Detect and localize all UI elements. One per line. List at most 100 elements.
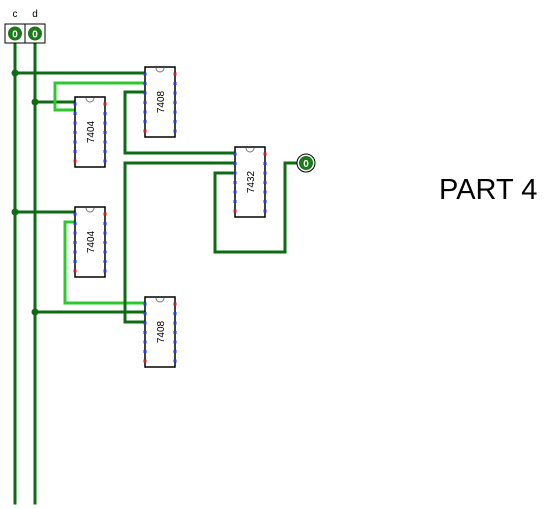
chip-pin-left	[73, 140, 77, 144]
input-pins: c d 0 0	[4, 9, 46, 44]
output-value: 0	[303, 159, 309, 170]
chip-pin-left	[73, 222, 77, 225]
wire-and-top-to-or	[123, 90, 237, 155]
input-toggle-d[interactable]: 0	[24, 23, 46, 44]
chip-pin-left	[143, 340, 147, 344]
chip-pin-right	[173, 110, 177, 114]
chip-pins	[233, 152, 267, 213]
input-toggle-c[interactable]: 0	[4, 23, 26, 44]
chip-pins	[73, 102, 107, 163]
chip-pin-right	[103, 121, 107, 125]
part-title: PART 4	[439, 174, 537, 206]
chip-pin-left	[143, 72, 147, 76]
chip-notch	[155, 297, 165, 303]
upper-branch-wires	[13, 71, 237, 155]
chip-pin-right	[173, 302, 177, 306]
chip-label: 7408	[156, 320, 167, 343]
chip-7404-top[interactable]: 7404	[73, 96, 107, 168]
chip-pin-right	[173, 312, 177, 315]
input-bus	[13, 40, 37, 505]
chip-pin-left	[143, 129, 147, 133]
chip-label: 7404	[86, 230, 97, 253]
chip-pin-right	[103, 269, 107, 273]
chip-notch	[155, 67, 165, 73]
chip-pin-right	[173, 120, 177, 123]
chip-pin-right	[263, 162, 267, 165]
chip-7432[interactable]: 7432	[233, 146, 267, 218]
chip-pins	[143, 302, 177, 363]
chip-pin-left	[73, 241, 77, 244]
chip-pin-left	[73, 121, 77, 125]
chip-pin-left	[143, 321, 147, 325]
wire-not-top-to-and-top	[53, 81, 147, 112]
chip-pin-left	[73, 231, 77, 235]
chip-pin-right	[103, 131, 107, 134]
chip-pins	[143, 72, 177, 133]
input-label-d: d	[32, 9, 38, 20]
chip-pin-left	[143, 359, 147, 363]
output-probe: 0	[296, 153, 316, 173]
chip-pins	[73, 212, 107, 273]
wire-or-feedback	[213, 161, 302, 254]
chip-pin-left	[73, 269, 77, 273]
chip-pin-right	[103, 260, 107, 263]
chip-pin-left	[233, 200, 237, 203]
chip-pin-left	[143, 331, 147, 334]
chip-pin-left	[73, 150, 77, 153]
chip-pin-left	[143, 110, 147, 114]
chip-pin-left	[143, 350, 147, 353]
input-value-d: 0	[32, 30, 38, 41]
input-value-c: 0	[12, 30, 18, 41]
chip-pin-left	[233, 152, 237, 156]
lower-branch-wires	[13, 161, 237, 324]
chip-pin-left	[73, 112, 77, 115]
chip-pin-right	[103, 231, 107, 235]
chip-pin-left	[73, 260, 77, 263]
chip-notch	[85, 97, 95, 103]
chip-pin-left	[143, 91, 147, 95]
chip-label: 7404	[86, 120, 97, 143]
chip-notch	[245, 147, 255, 153]
chip-pin-left	[143, 101, 147, 104]
chip-pin-left	[73, 159, 77, 163]
chip-pin-right	[103, 212, 107, 216]
chip-7408-bottom[interactable]: 7408	[143, 296, 177, 368]
chip-pin-right	[263, 152, 267, 156]
chip-body	[144, 296, 176, 368]
chip-pin-left	[233, 181, 237, 184]
chip-pin-right	[103, 140, 107, 144]
chip-label: 7432	[246, 170, 257, 193]
chip-pin-left	[73, 212, 77, 216]
chip-pin-right	[173, 331, 177, 334]
junction-dot	[31, 308, 39, 316]
chip-7408-top[interactable]: 7408	[143, 66, 177, 138]
junction-dot	[31, 98, 39, 106]
chip-body	[144, 66, 176, 138]
input-label-c: c	[13, 9, 18, 20]
chip-pin-left	[233, 171, 237, 175]
chip-pin-right	[173, 72, 177, 76]
chip-pin-right	[263, 200, 267, 203]
chip-pin-left	[143, 120, 147, 123]
chip-7404-bottom[interactable]: 7404	[73, 206, 107, 278]
chip-pin-right	[263, 171, 267, 175]
wire-not-bottom-to-and-bottom	[63, 220, 147, 305]
chip-pin-right	[103, 159, 107, 163]
chip-pin-right	[173, 350, 177, 353]
chip-pin-left	[143, 82, 147, 85]
chip-pin-right	[173, 91, 177, 95]
chip-pin-left	[233, 209, 237, 213]
chip-pin-left	[73, 250, 77, 254]
chip-pin-right	[103, 241, 107, 244]
chip-pin-right	[263, 209, 267, 213]
output-led	[299, 156, 313, 170]
chip-pin-left	[233, 190, 237, 194]
chip-pin-right	[173, 82, 177, 85]
chip-pin-left	[73, 102, 77, 106]
junction-dot	[11, 208, 19, 216]
chip-pin-left	[73, 131, 77, 134]
input-led	[8, 26, 22, 41]
chip-pin-left	[233, 162, 237, 165]
junctions	[11, 69, 39, 316]
